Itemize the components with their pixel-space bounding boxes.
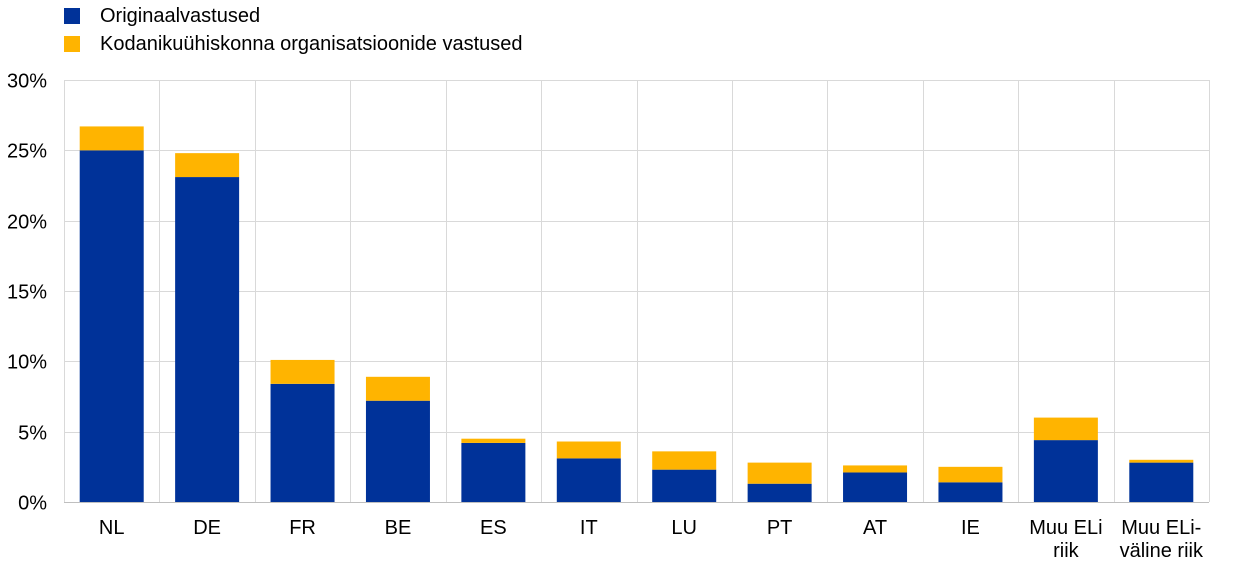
x-tick-label: ES [480, 517, 507, 539]
bar-segment-original [843, 472, 908, 502]
x-tick-label: BE [385, 517, 412, 539]
y-tick-label: 20% [7, 212, 47, 234]
bar-segment-original [365, 400, 430, 502]
x-tick-label: DE [193, 517, 221, 539]
gridlines [64, 80, 1210, 502]
y-tick-label: 15% [7, 282, 47, 304]
bar-segment-civil-society [270, 359, 335, 384]
x-tick-label: LU [671, 517, 697, 539]
bar-segment-original [556, 458, 621, 502]
x-tick-label: Muu ELi riik [1029, 517, 1102, 562]
legend-label-civil-society: Kodanikuühiskonna organisatsioonide vast… [100, 33, 523, 55]
bar-segment-original [175, 177, 240, 502]
bar-segment-civil-society [79, 126, 144, 151]
x-tick-label: PT [767, 517, 793, 539]
legend-swatch-civil-society [64, 36, 80, 52]
legend-item-original: Originaalvastused [64, 2, 523, 30]
bar-segment-civil-society [747, 462, 812, 484]
bar-segment-original [1129, 462, 1194, 502]
axes: 0% 5% 10% 15% 20% 25% 30% NL DE FR BE ES IT LU PT AT IE M… [7, 71, 1209, 562]
y-tick-label: 10% [7, 352, 47, 374]
y-tick-label: 0% [18, 493, 47, 515]
bar-segment-civil-society [652, 451, 717, 470]
bar-segment-civil-society [1033, 417, 1098, 441]
bar-segment-civil-society [175, 153, 240, 178]
bars [79, 126, 1194, 503]
bar-segment-civil-society [1129, 459, 1194, 463]
x-tick-label: IT [580, 517, 598, 539]
legend-label-original: Originaalvastused [100, 5, 261, 27]
bar-segment-original [79, 150, 144, 503]
bar-segment-original [652, 469, 717, 502]
x-tick-label: NL [99, 517, 125, 539]
bar-segment-civil-society [843, 465, 908, 473]
legend-item-civil-society: Kodanikuühiskonna organisatsioonide vast… [64, 30, 523, 58]
x-tick-label: IE [961, 517, 980, 539]
bar-segment-original [270, 383, 335, 502]
bar-segment-original [747, 483, 812, 502]
y-tick-label: 30% [7, 71, 47, 93]
bar-segment-original [461, 442, 526, 502]
y-tick-label: 25% [7, 141, 47, 163]
bar-segment-original [938, 482, 1003, 502]
bar-segment-original [1033, 440, 1098, 502]
bar-segment-civil-society [461, 438, 526, 443]
x-tick-label: AT [863, 517, 887, 539]
x-tick-label: FR [289, 517, 316, 539]
x-tick-label: Muu ELi-väline riik [1120, 517, 1204, 562]
bar-segment-civil-society [938, 466, 1003, 483]
bar-segment-civil-society [556, 441, 621, 459]
y-tick-label: 5% [18, 423, 47, 445]
legend-swatch-original [64, 8, 80, 24]
bar-segment-civil-society [365, 376, 430, 401]
chart-legend: Originaalvastused Kodanikuühiskonna orga… [64, 2, 523, 58]
